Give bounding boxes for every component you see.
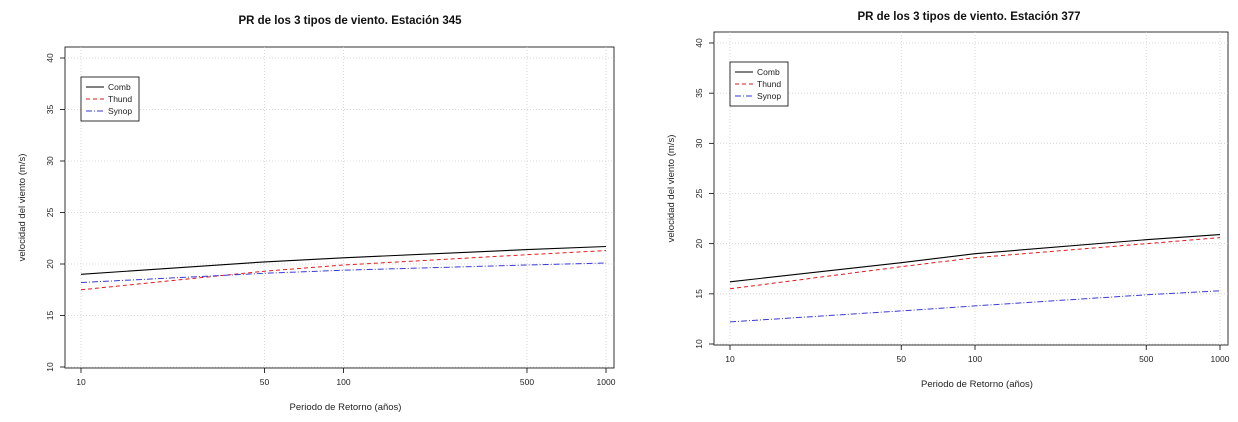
plot-area-frame: [64, 46, 615, 369]
series-line-synop: [729, 290, 1221, 323]
y-tick-label: 10: [45, 362, 55, 372]
y-tick-label: 25: [45, 208, 55, 218]
x-tick-label: 10: [76, 377, 86, 387]
plot-area-frame: [713, 31, 1229, 346]
y-tick-label: 30: [45, 156, 55, 166]
series-line-comb: [729, 234, 1221, 283]
legend-label: Comb: [108, 82, 131, 92]
x-tick-label: 10: [725, 354, 735, 364]
chart-title: PR de los 3 tipos de viento. Estación 34…: [238, 15, 462, 27]
legend-label: Comb: [757, 67, 780, 77]
y-tick-label: 15: [694, 289, 704, 299]
x-tick-label: 50: [260, 377, 270, 387]
legend-label: Synop: [108, 106, 132, 116]
y-tick-label: 40: [45, 53, 55, 63]
x-tick-label: 100: [968, 354, 982, 364]
y-axis-label: velocidad del viento (m/s): [666, 135, 677, 243]
y-tick-label: 10: [694, 339, 704, 349]
y-tick-label: 20: [45, 259, 55, 269]
chart-station-377: 10 50 100 500 1000 10 15 20 25 30 35 40 PR de los 3 …: [620, 0, 1238, 422]
legend-label: Synop: [757, 91, 781, 101]
legend-box: [80, 76, 140, 122]
chart-station-345: 10 50 100 500 1000 10 15 20 25 30 35 40 PR de los 3 …: [17, 15, 616, 413]
x-tick-label: 1000: [1211, 354, 1230, 364]
series-line-thund: [729, 237, 1221, 290]
legend-box: [729, 61, 789, 107]
y-tick-label: 35: [694, 88, 704, 98]
y-tick-label: 15: [45, 311, 55, 321]
series-line-comb: [80, 245, 607, 275]
series-line-thund: [80, 250, 607, 291]
y-axis-label: velocidad del viento (m/s): [17, 154, 28, 262]
y-tick-label: 40: [694, 38, 704, 48]
x-tick-label: 50: [897, 354, 907, 364]
x-tick-label: 1000: [597, 377, 616, 387]
chart-title: PR de los 3 tipos de viento. Estación 37…: [857, 11, 1080, 23]
x-axis-label: Periodo de Retorno (años): [290, 402, 402, 413]
y-tick-label: 30: [694, 138, 704, 148]
y-tick-label: 35: [45, 105, 55, 115]
y-tick-label: 20: [694, 239, 704, 249]
x-tick-label: 500: [1139, 354, 1153, 364]
x-tick-label: 100: [336, 377, 350, 387]
series-line-synop: [80, 262, 607, 283]
chart-svg: 10 50 100 500 1000 10 15 20 25 30 35 40 PR de los 3 …: [666, 11, 1230, 390]
legend-label: Thund: [757, 79, 781, 89]
x-tick-label: 500: [520, 377, 534, 387]
chart-svg: 10 50 100 500 1000 10 15 20 25 30 35 40 PR de los 3 …: [17, 15, 616, 413]
legend-label: Thund: [108, 94, 132, 104]
y-tick-label: 25: [694, 189, 704, 199]
x-axis-label: Periodo de Retorno (años): [921, 379, 1033, 390]
